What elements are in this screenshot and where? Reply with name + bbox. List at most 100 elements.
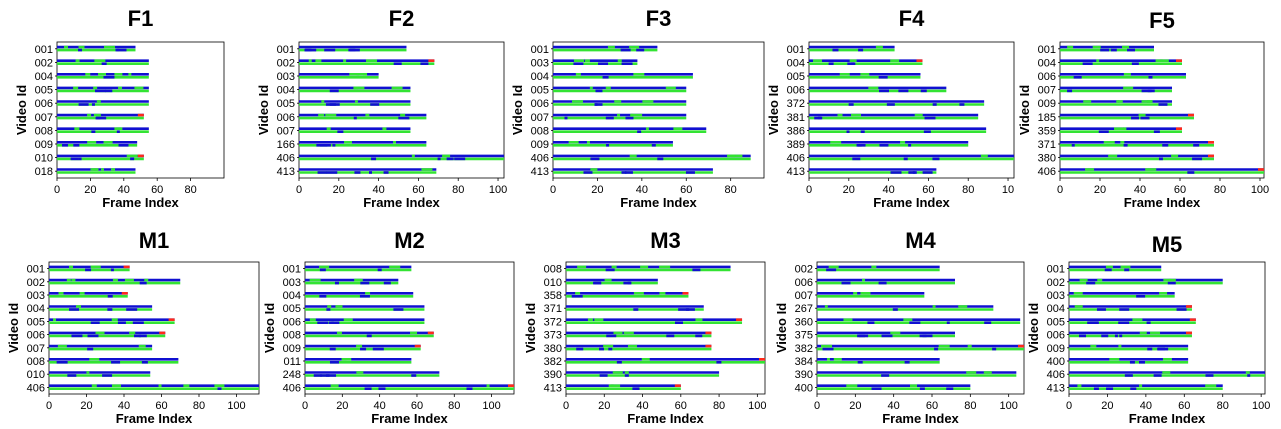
panel-title: M2	[394, 228, 425, 253]
category-tick-label: 001	[27, 264, 45, 276]
category-tick-label: 007	[27, 343, 45, 355]
category-tick-label: 006	[787, 85, 805, 97]
x-tick-label: 0	[806, 184, 812, 196]
x-tick-label: 80	[962, 184, 974, 196]
x-tick-label: 0	[1066, 400, 1072, 412]
category-tick-label: 009	[531, 139, 549, 151]
category-tick-label: 006	[1038, 71, 1056, 83]
category-tick-label: 001	[1047, 264, 1065, 276]
category-tick-label: 009	[35, 139, 53, 151]
plot-frame	[1059, 41, 1265, 179]
x-tick-label: 20	[84, 184, 96, 196]
x-tick-label: 40	[372, 184, 384, 196]
plot-frame	[56, 41, 225, 179]
category-tick-label: 406	[1038, 166, 1056, 178]
x-tick-label: 40	[636, 184, 648, 196]
category-tick-label: 380	[544, 343, 562, 355]
x-tick-label: 20	[1094, 184, 1106, 196]
category-tick-label: 406	[283, 382, 301, 394]
category-tick-label: 406	[1047, 369, 1065, 381]
category-tick-label: 008	[531, 125, 549, 137]
x-axis-label: Frame Index	[116, 411, 193, 426]
x-tick-label: 60	[1174, 184, 1186, 196]
category-tick-label: 007	[795, 290, 813, 302]
x-tick-label: 40	[118, 184, 130, 196]
y-axis-label: Video Id	[523, 303, 538, 353]
category-tick-label: 371	[544, 303, 562, 315]
category-tick-label: 382	[544, 356, 562, 368]
category-tick-label: 400	[795, 382, 813, 394]
x-tick-label: 80	[725, 184, 737, 196]
category-tick-label: 381	[787, 112, 805, 124]
y-axis-label: Video Id	[766, 85, 781, 135]
category-tick-label: 380	[1038, 153, 1056, 165]
category-tick-label: 004	[1047, 303, 1065, 315]
plot-frame	[552, 41, 765, 179]
category-tick-label: 002	[27, 277, 45, 289]
x-tick-label: 0	[46, 400, 52, 412]
category-tick-label: 248	[283, 369, 301, 381]
x-tick-label: 100	[748, 400, 766, 412]
category-tick-label: 009	[1047, 343, 1065, 355]
x-tick-label: 80	[193, 400, 205, 412]
category-tick-label: 005	[283, 303, 301, 315]
x-tick-label: 0	[814, 400, 820, 412]
x-tick-label: 60	[1178, 400, 1190, 412]
panel-title: F5	[1149, 8, 1175, 33]
x-tick-label: 40	[882, 184, 894, 196]
y-axis-label: Video Id	[1017, 85, 1032, 135]
category-tick-label: 406	[27, 382, 45, 394]
category-tick-label: 406	[277, 153, 295, 165]
category-tick-label: 406	[787, 153, 805, 165]
category-tick-label: 004	[27, 303, 45, 315]
category-tick-label: 008	[27, 356, 45, 368]
category-tick-label: 009	[283, 343, 301, 355]
category-tick-label: 005	[27, 316, 45, 328]
category-tick-label: 006	[27, 330, 45, 342]
x-tick-label: 20	[333, 184, 345, 196]
x-tick-label: 80	[452, 184, 464, 196]
category-tick-label: 413	[544, 382, 562, 394]
category-tick-label: 003	[1047, 290, 1065, 302]
x-tick-label: 20	[1101, 400, 1113, 412]
x-tick-label: 40	[374, 400, 386, 412]
x-tick-label: 20	[843, 184, 855, 196]
x-axis-label: Frame Index	[1129, 411, 1206, 426]
panel-title: F1	[128, 6, 154, 31]
plot-frame	[816, 261, 1025, 395]
plot-frame	[48, 261, 260, 395]
category-tick-label: 007	[1038, 85, 1056, 97]
category-tick-label: 005	[787, 71, 805, 83]
x-tick-label: 80	[713, 400, 725, 412]
x-axis-label: Frame Index	[1124, 195, 1201, 210]
x-tick-label: 40	[1140, 400, 1152, 412]
category-tick-label: 007	[531, 112, 549, 124]
panel-title: F3	[646, 6, 672, 31]
category-tick-label: 008	[283, 330, 301, 342]
category-tick-label: 008	[544, 264, 562, 276]
category-tick-label: 001	[1038, 44, 1056, 56]
y-axis-label: Video Id	[262, 303, 277, 353]
x-tick-label: 60	[155, 400, 167, 412]
category-tick-label: 001	[277, 44, 295, 56]
x-tick-label: 0	[296, 184, 302, 196]
y-axis-label: Video Id	[256, 85, 271, 135]
category-tick-label: 373	[544, 330, 562, 342]
panel-title: M1	[139, 228, 170, 253]
category-tick-label: 267	[795, 303, 813, 315]
plot-frame	[1068, 261, 1266, 395]
category-tick-label: 010	[544, 277, 562, 289]
x-tick-label: 0	[550, 184, 556, 196]
category-tick-label: 384	[795, 356, 813, 368]
category-tick-label: 358	[544, 290, 562, 302]
category-tick-label: 002	[1047, 277, 1065, 289]
panel-title: M5	[1152, 232, 1183, 257]
category-tick-label: 018	[35, 166, 53, 178]
category-tick-label: 005	[277, 98, 295, 110]
category-tick-label: 389	[787, 139, 805, 151]
category-tick-label: 004	[277, 85, 295, 97]
x-tick-label: 100	[482, 400, 500, 412]
category-tick-label: 372	[544, 316, 562, 328]
x-tick-label: 0	[302, 400, 308, 412]
x-tick-label: 20	[849, 400, 861, 412]
